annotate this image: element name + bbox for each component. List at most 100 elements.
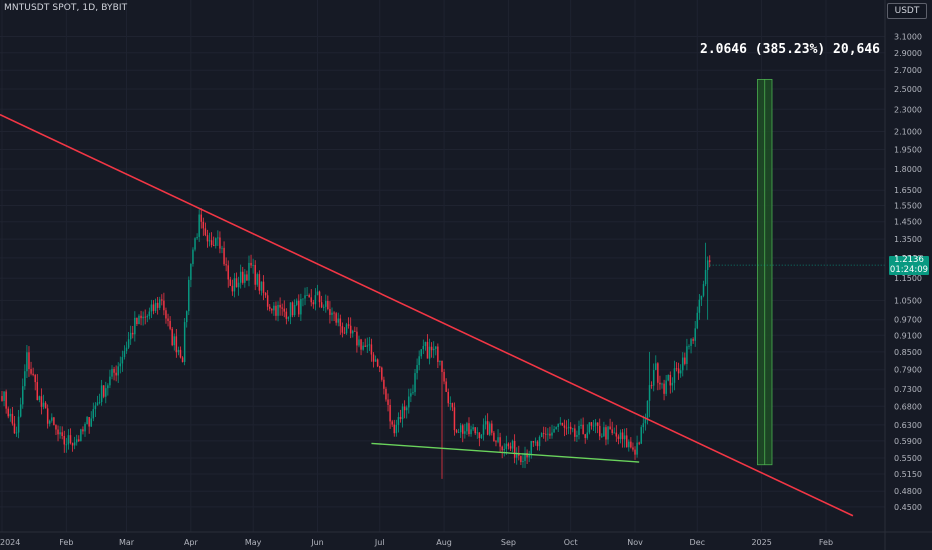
candle-body <box>171 328 173 346</box>
current-price-badge: 1.2136 01:24:09 <box>889 256 929 276</box>
price-tick-label: 0.9100 <box>894 331 922 340</box>
candle-body <box>341 326 344 333</box>
candle-body <box>264 292 267 296</box>
candle-body <box>119 363 122 367</box>
candle-body <box>609 426 611 430</box>
candle-body <box>360 339 362 350</box>
candle-body <box>183 322 186 362</box>
candle-body <box>621 432 624 440</box>
candle-body <box>466 423 468 432</box>
candle-body <box>435 346 437 349</box>
candle-body <box>588 422 591 433</box>
candle-body <box>499 437 501 447</box>
candle-body <box>659 382 661 385</box>
candle-body <box>337 318 339 323</box>
candle-body <box>445 381 447 392</box>
candle-body <box>694 328 696 341</box>
candle-body <box>601 436 603 438</box>
candle-body <box>447 391 449 404</box>
candle-body <box>200 214 202 222</box>
candle-body <box>572 428 574 430</box>
candle-body <box>416 365 418 374</box>
candle-body <box>646 400 649 420</box>
candle-body <box>94 405 97 410</box>
candle-body <box>655 363 657 370</box>
candle-body <box>617 436 620 439</box>
candle-body <box>524 452 526 461</box>
candle-body <box>684 357 686 364</box>
candle-body <box>63 436 66 445</box>
candle-body <box>318 291 321 303</box>
candle-body <box>547 433 549 435</box>
bar-countdown: 01:24:09 <box>889 264 929 275</box>
candle-body <box>397 417 400 425</box>
candle-body <box>530 441 532 454</box>
candles <box>1 208 711 479</box>
candle-body <box>32 373 34 375</box>
candle-body <box>561 422 564 426</box>
candle-body <box>291 302 294 316</box>
candle-body <box>129 332 132 340</box>
candle-body <box>117 366 119 376</box>
candle-body <box>306 295 308 296</box>
candle-body <box>362 345 364 350</box>
candle-body <box>540 433 543 437</box>
candle-body <box>700 295 703 300</box>
candle-body <box>574 428 576 437</box>
support-line <box>371 442 640 463</box>
price-tick-label: 0.7900 <box>894 366 922 375</box>
candle-body <box>7 408 9 417</box>
candle-body <box>391 421 393 425</box>
candle-body <box>36 382 39 401</box>
price-tick-label: 0.6800 <box>894 402 922 411</box>
candle-body <box>497 437 499 442</box>
candle-body <box>383 379 385 389</box>
candle-body <box>65 444 68 446</box>
candle-body <box>549 433 551 436</box>
candle-body <box>75 439 78 443</box>
candle-body <box>92 409 95 419</box>
candle-body <box>268 306 271 309</box>
candle-body <box>194 238 196 250</box>
candle-body <box>198 214 200 237</box>
candle-body <box>511 440 514 449</box>
candle-body <box>542 433 545 434</box>
candle-body <box>19 404 22 417</box>
candle-body <box>320 302 323 308</box>
candle-body <box>277 304 279 316</box>
candle-body <box>125 347 128 352</box>
candle-body <box>283 308 286 312</box>
candle-body <box>538 436 541 447</box>
candle-body <box>586 432 589 438</box>
candle-body <box>528 453 530 458</box>
candle-body <box>254 265 256 285</box>
candle-body <box>96 402 99 406</box>
candle-body <box>42 402 45 407</box>
candle-body <box>563 425 566 428</box>
candle-body <box>441 360 443 372</box>
time-tick-label: Dec <box>690 538 705 547</box>
candle-body <box>293 304 296 316</box>
candle-body <box>343 332 346 334</box>
candle-body <box>592 425 595 427</box>
candle-body <box>428 346 431 359</box>
candle-body <box>302 298 304 300</box>
candle-body <box>53 417 55 426</box>
candle-body <box>202 221 205 229</box>
candle-body <box>304 295 306 299</box>
candle-body <box>559 422 562 424</box>
candle-body <box>642 423 645 428</box>
candle-body <box>273 305 275 311</box>
candle-body <box>619 432 622 439</box>
candle-body <box>702 284 705 296</box>
price-tick-label: 1.8000 <box>894 165 922 174</box>
currency-button[interactable]: USDT <box>887 3 927 19</box>
candle-body <box>393 424 396 434</box>
candle-body <box>140 315 142 319</box>
candle-body <box>679 370 682 374</box>
candle-body <box>671 382 674 386</box>
price-tick-label: 2.9000 <box>894 49 922 58</box>
trend-line <box>0 113 854 517</box>
